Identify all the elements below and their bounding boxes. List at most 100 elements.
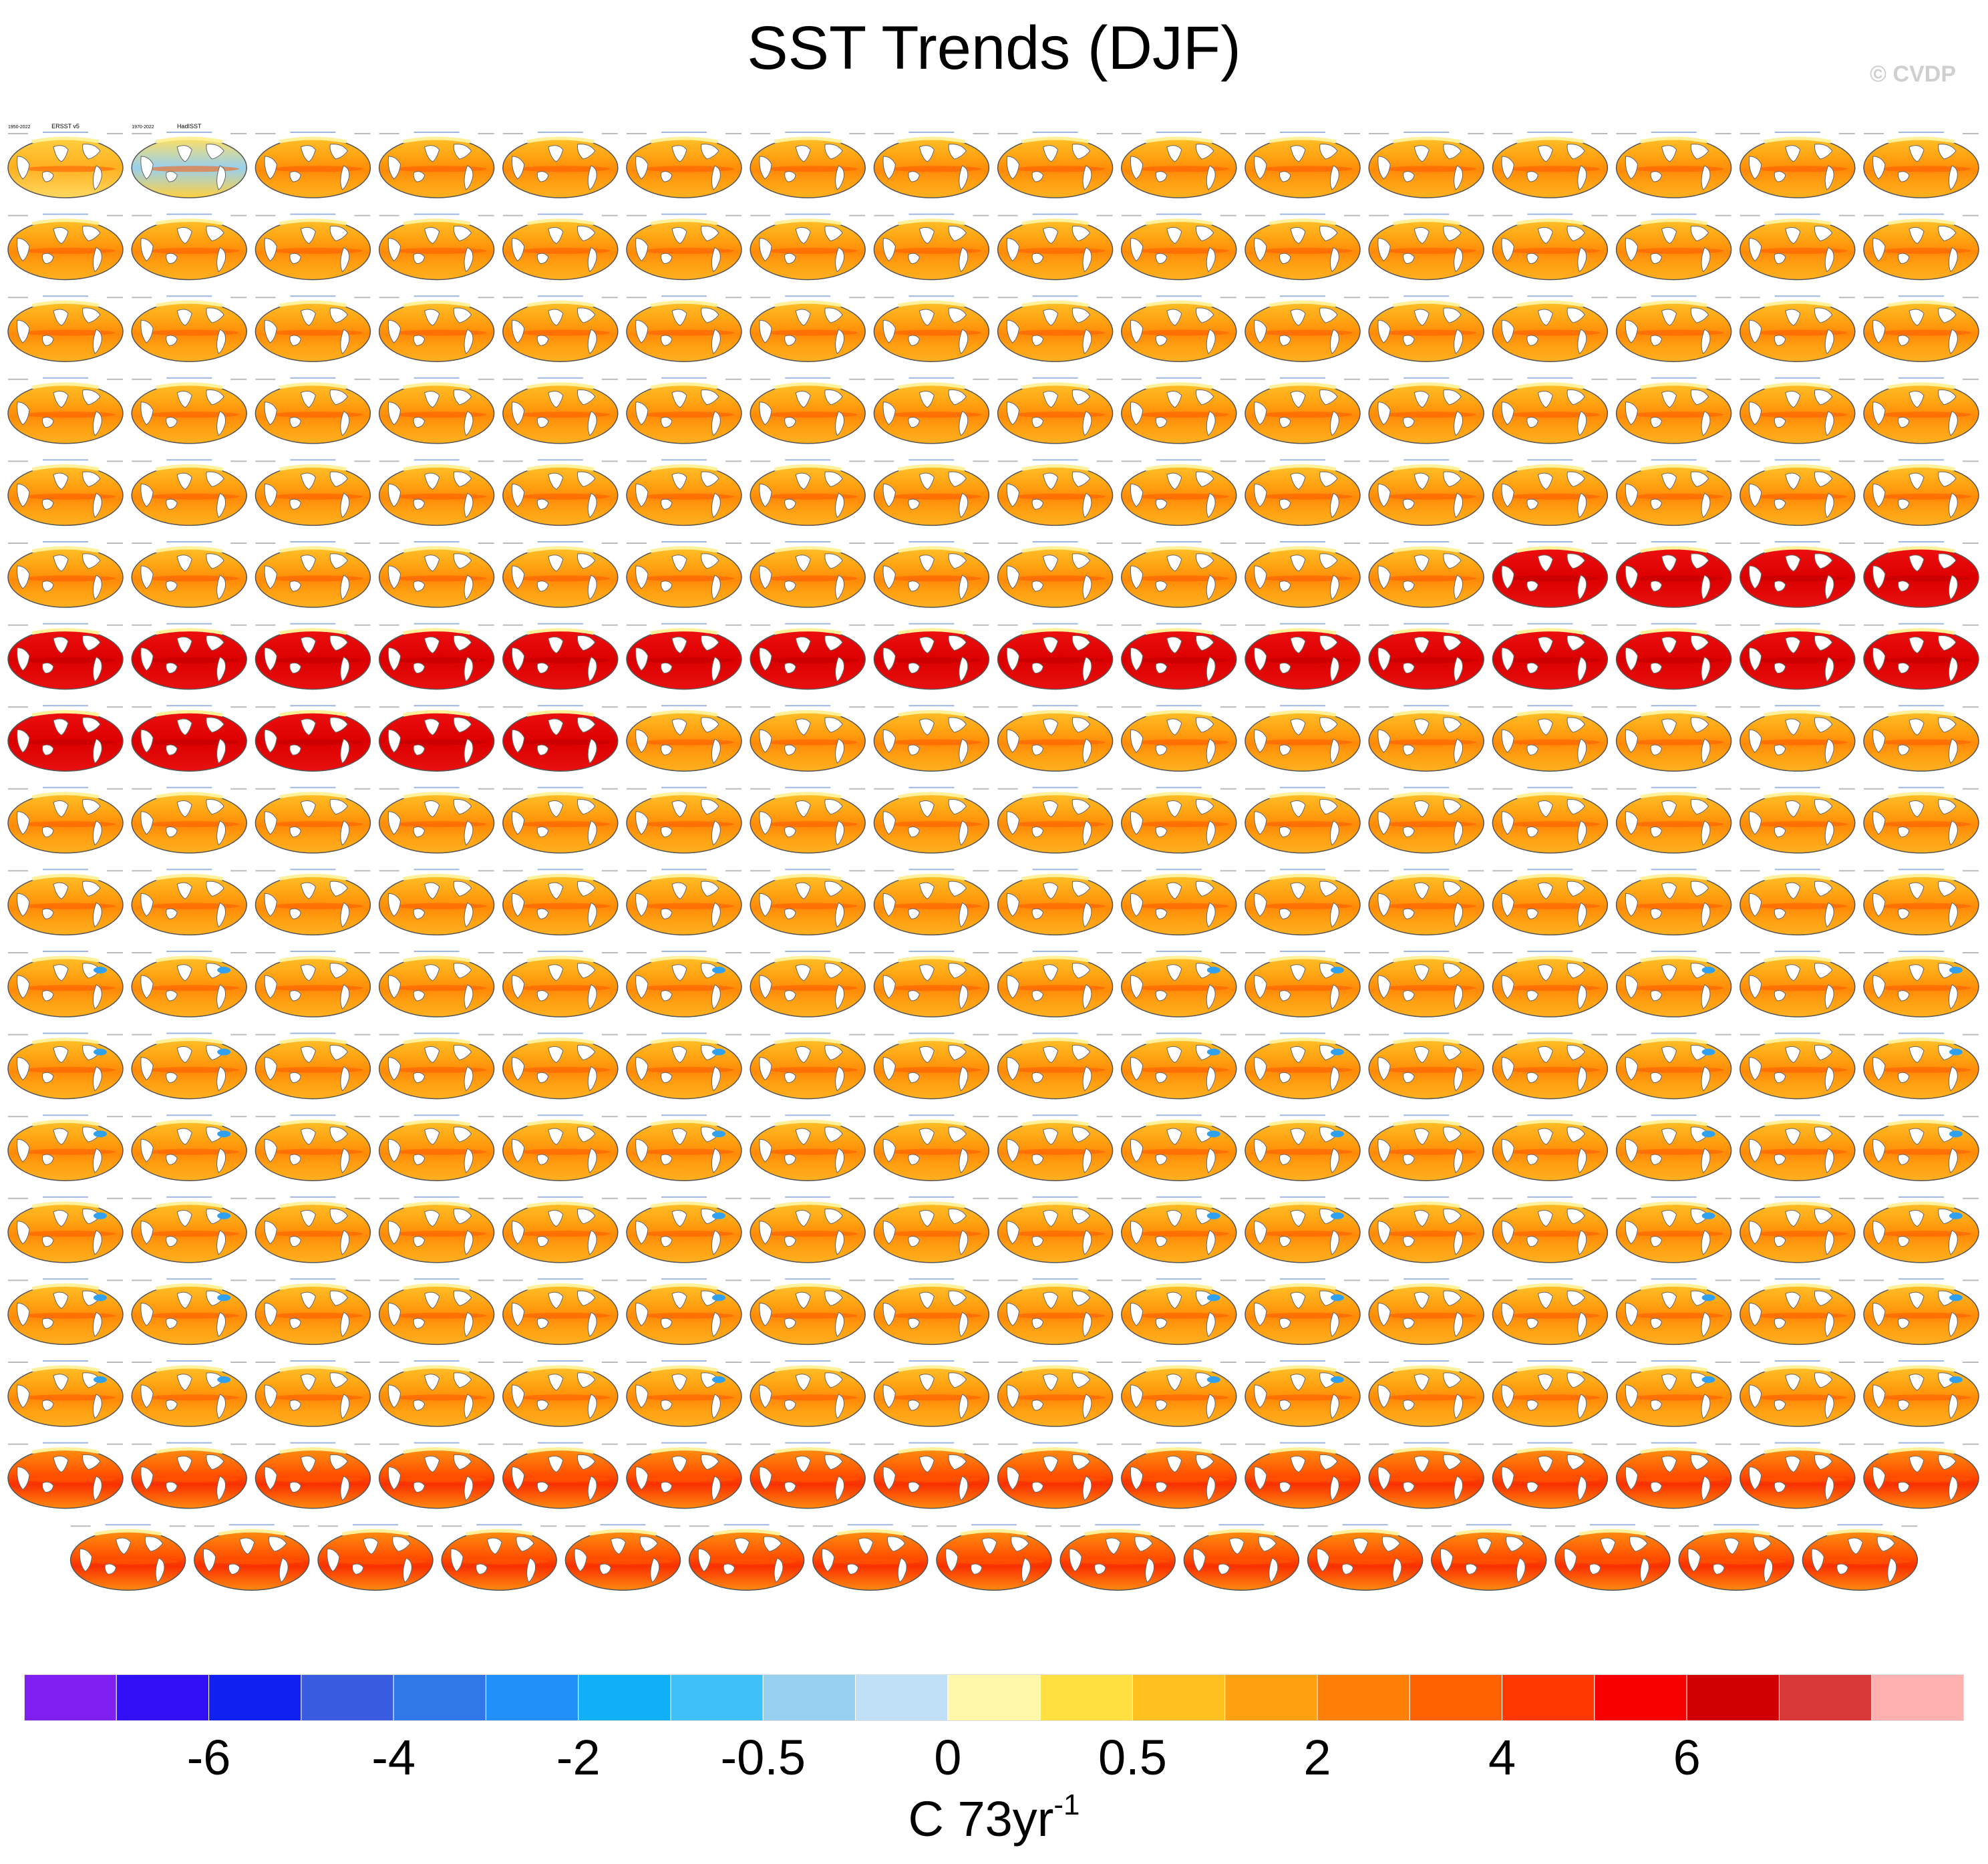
colorbar-swatch	[208, 1674, 302, 1721]
continent-north-america	[1938, 963, 1957, 979]
equatorial-band	[1013, 903, 1106, 909]
arctic-strip	[1516, 873, 1584, 881]
continent-asia	[671, 1210, 687, 1227]
sst-trend-panel	[7, 951, 124, 1018]
arctic-strip	[1887, 628, 1955, 635]
equatorial-band	[147, 903, 239, 909]
continent-australia	[784, 253, 796, 265]
continent-africa	[387, 729, 401, 753]
sst-trend-panel	[131, 377, 247, 444]
continent-africa	[945, 1548, 959, 1572]
continent-australia	[784, 335, 796, 346]
continent-north-america	[1443, 225, 1462, 242]
continent-north-america	[1876, 1536, 1896, 1552]
arctic-strip	[650, 1038, 718, 1045]
sst-trend-panel	[1740, 1114, 1856, 1181]
continent-africa	[1748, 1057, 1762, 1081]
continent-north-america	[206, 390, 224, 406]
continent-asia	[1537, 145, 1553, 162]
equatorial-band	[1013, 657, 1106, 663]
continent-africa	[1872, 1384, 1886, 1408]
continent-africa	[1377, 565, 1391, 589]
continent-north-america	[1443, 307, 1462, 323]
arctic-strip	[31, 300, 100, 307]
arctic-strip	[403, 300, 471, 307]
continent-north-america	[1814, 390, 1833, 406]
continent-south-america	[216, 575, 226, 600]
continent-africa	[140, 893, 154, 917]
arctic-strip	[155, 792, 223, 799]
continent-north-america	[701, 307, 719, 323]
continent-south-america	[1329, 1148, 1339, 1173]
continent-north-america	[82, 553, 101, 569]
arctic-strip	[1640, 382, 1708, 390]
continent-asia	[424, 718, 440, 736]
continent-north-america	[1319, 881, 1338, 897]
continent-australia	[536, 1317, 549, 1329]
continent-north-america	[206, 307, 224, 323]
sst-trend-panel	[1740, 786, 1856, 854]
continent-asia	[300, 1374, 316, 1391]
sst-trend-panel	[255, 951, 371, 1018]
continent-south-america	[1082, 656, 1092, 682]
continent-australia	[1155, 1317, 1168, 1329]
sst-trend-panel	[873, 869, 990, 936]
continent-australia	[1155, 1154, 1168, 1165]
continent-australia	[1403, 171, 1415, 182]
cooling-patch	[1701, 1212, 1715, 1219]
continent-australia	[661, 1317, 673, 1329]
sst-trend-panel	[378, 459, 495, 526]
continent-australia	[1403, 335, 1415, 346]
continent-australia	[1279, 744, 1291, 756]
continent-asia	[919, 718, 935, 736]
arctic-strip	[1516, 1365, 1584, 1372]
continent-australia	[661, 171, 673, 182]
equatorial-band	[1879, 1148, 1971, 1155]
sst-trend-panel	[626, 951, 742, 1018]
equatorial-band	[394, 1231, 487, 1237]
continent-asia	[176, 145, 192, 162]
continent-australia	[784, 1317, 796, 1329]
sst-trend-panel	[1615, 213, 1732, 281]
continent-australia	[228, 1563, 240, 1575]
continent-australia	[1155, 335, 1168, 346]
continent-asia	[176, 555, 192, 572]
sst-trend-panel	[750, 623, 866, 690]
continent-africa	[1748, 238, 1762, 262]
sst-trend-panel	[1121, 1196, 1237, 1263]
continent-asia	[1290, 145, 1306, 162]
continent-australia	[166, 171, 178, 182]
continent-north-america	[1071, 471, 1091, 487]
arctic-strip	[774, 1038, 842, 1045]
continent-australia	[661, 1154, 673, 1165]
continent-south-america	[1206, 1230, 1216, 1255]
arctic-strip	[155, 873, 223, 881]
equatorial-band	[1508, 166, 1601, 172]
continent-north-america	[1938, 144, 1957, 160]
continent-africa	[759, 647, 772, 671]
continent-asia	[176, 636, 192, 654]
continent-africa	[1872, 893, 1886, 917]
arctic-strip	[31, 546, 100, 553]
continent-asia	[919, 636, 935, 654]
arctic-strip	[774, 1447, 842, 1454]
cvdp-watermark: © CVDP	[1870, 61, 1956, 87]
continent-australia	[1774, 1400, 1786, 1411]
continent-north-america	[824, 144, 843, 160]
equatorial-band	[1631, 575, 1724, 582]
continent-north-america	[1938, 799, 1957, 815]
continent-asia	[919, 145, 935, 162]
continent-australia	[536, 1235, 549, 1247]
continent-africa	[1872, 1466, 1886, 1491]
continent-north-america	[82, 799, 101, 815]
arctic-strip	[1764, 1201, 1832, 1209]
continent-africa	[387, 811, 401, 835]
continent-africa	[1872, 238, 1886, 262]
continent-asia	[1043, 1374, 1059, 1391]
continent-north-america	[1134, 1536, 1153, 1552]
continent-africa	[1625, 402, 1639, 426]
equatorial-band	[766, 1066, 858, 1073]
arctic-strip	[1392, 136, 1460, 144]
continent-south-america	[1329, 820, 1339, 846]
arctic-strip	[1021, 546, 1090, 553]
